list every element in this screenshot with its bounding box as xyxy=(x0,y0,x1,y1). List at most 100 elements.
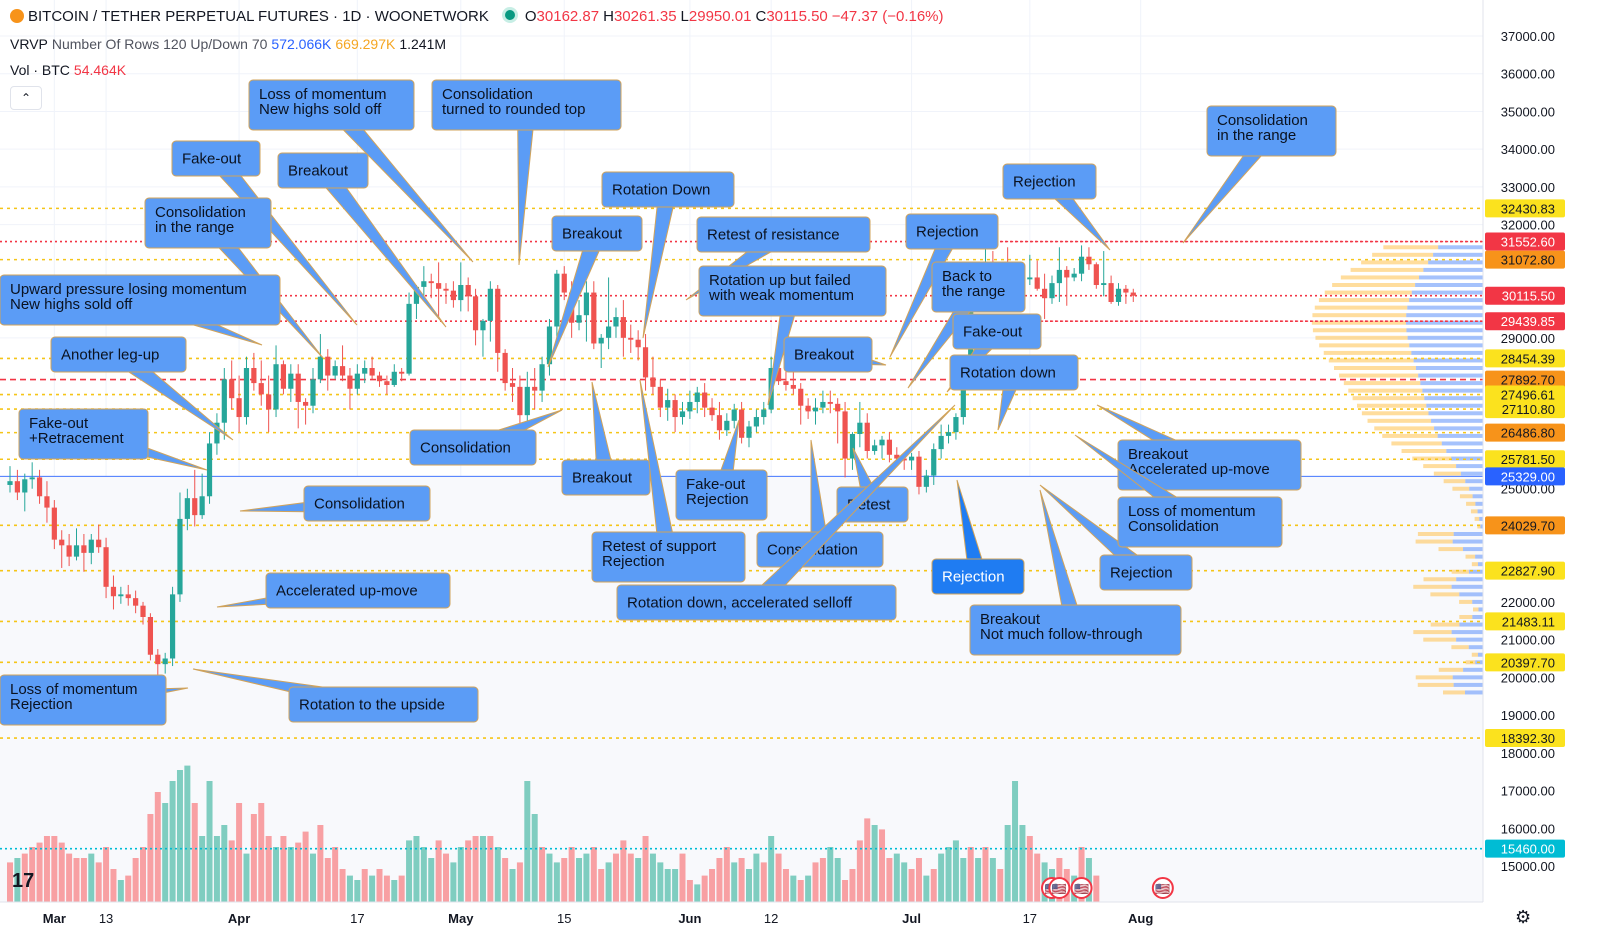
volume-profile-row xyxy=(1407,305,1483,310)
callout[interactable]: Fake-out Rejection xyxy=(675,419,768,521)
callout[interactable]: Rejection xyxy=(1039,484,1193,591)
gear-icon[interactable]: ⚙ xyxy=(1515,907,1532,927)
us-flag-icon[interactable] xyxy=(1048,877,1071,899)
time-axis-background xyxy=(0,902,1600,950)
candle-body xyxy=(206,443,213,497)
callout-text-line: Consolidation xyxy=(420,440,511,457)
volume-profile-row xyxy=(1465,479,1483,484)
volume-profile-row xyxy=(1477,509,1483,514)
callout[interactable]: Consolidation xyxy=(409,409,563,466)
callout[interactable]: Rejection xyxy=(1002,163,1111,251)
volume-bar xyxy=(797,880,804,902)
callout[interactable]: Breakout xyxy=(547,215,643,368)
candle-body xyxy=(805,405,811,412)
callout-text-line: Rotation down xyxy=(960,365,1056,382)
callout[interactable]: Retest of support Rejection xyxy=(591,379,746,583)
us-flag-icon[interactable] xyxy=(1070,877,1093,899)
price-tick-label: 32000.00 xyxy=(1501,218,1555,233)
candle-body xyxy=(354,373,360,389)
candle-body xyxy=(1071,273,1077,278)
candle-body xyxy=(59,539,65,546)
callout[interactable]: Breakout xyxy=(277,152,447,328)
callout[interactable]: Rotation Down xyxy=(601,171,735,339)
volume-profile-row xyxy=(1415,366,1483,370)
callout[interactable]: Consolidation xyxy=(239,485,431,522)
callout-text-line: Back to xyxy=(942,268,992,285)
volume-profile-row xyxy=(1333,366,1416,370)
callout[interactable]: Fake-out +Retracement xyxy=(18,408,208,471)
callout[interactable]: Loss of momentum Rejection xyxy=(0,674,189,726)
candle-body xyxy=(303,401,309,406)
collapse-legend-button[interactable]: ⌃ xyxy=(10,86,42,110)
callout-box xyxy=(0,274,281,326)
callout[interactable]: Consolidation xyxy=(756,439,884,568)
callout[interactable]: Accelerated up-move xyxy=(216,572,451,609)
volume-bar xyxy=(361,869,368,902)
price-level-tag xyxy=(1485,250,1565,269)
volume-legend[interactable]: Vol · BTC 54.464K xyxy=(10,62,130,78)
callout[interactable]: Rotation to the upside xyxy=(192,668,479,723)
volume-bar xyxy=(221,825,228,902)
callout-text-line: Another leg-up xyxy=(61,347,159,364)
volume-bar xyxy=(258,803,265,902)
live-status-icon xyxy=(504,10,515,20)
callout[interactable]: Loss of momentum Consolidation xyxy=(1074,434,1283,548)
us-flag-icon-label: 🇺🇸 xyxy=(1074,882,1089,896)
us-flag-icon[interactable] xyxy=(1151,877,1174,899)
volume-bar xyxy=(1019,825,1026,902)
callout[interactable]: Retest of resistance xyxy=(685,216,871,301)
candle-body xyxy=(1115,288,1122,302)
callout-text: Accelerated up-move xyxy=(276,583,418,600)
time-tick-label: Aug xyxy=(1128,911,1153,926)
volume-profile-row xyxy=(1311,320,1406,325)
callout[interactable]: Rotation down, accelerated selloff xyxy=(616,404,956,621)
volume-profile-row xyxy=(1420,381,1483,386)
volume-bar xyxy=(29,847,36,902)
candle-body xyxy=(399,371,405,374)
price-level-label: 25329.00 xyxy=(1501,469,1555,484)
candle-body xyxy=(384,381,390,385)
callout-text-line: Consolidation xyxy=(314,496,405,513)
callout[interactable]: Breakout Accelerated up-move xyxy=(1096,404,1302,491)
volume-bar xyxy=(746,869,752,902)
volume-bar xyxy=(819,858,826,902)
candle-body xyxy=(849,434,856,459)
price-level-tag xyxy=(1485,467,1565,486)
volume-profile-row xyxy=(1319,343,1410,348)
callout[interactable]: Another leg-up xyxy=(50,336,234,441)
candle-body xyxy=(236,398,242,418)
vrvp-legend[interactable]: VRVP Number Of Rows 120 Up/Down 70 572.066… xyxy=(10,36,450,52)
price-tick-label: 16000.00 xyxy=(1501,821,1555,836)
callout[interactable]: Breakout xyxy=(783,336,887,373)
candle-body xyxy=(716,415,723,431)
volume-profile-row xyxy=(1405,320,1483,325)
price-tick-label: 20000.00 xyxy=(1501,670,1555,685)
callout[interactable]: Breakout Not much follow-through xyxy=(969,489,1182,656)
volume-bar xyxy=(280,836,287,902)
callout-box xyxy=(905,213,999,250)
callout[interactable]: Upward pressure losing momentum New highs… xyxy=(0,274,281,346)
callout[interactable]: Rejection xyxy=(931,479,1025,595)
price-level-tag xyxy=(1485,729,1565,748)
candle-body xyxy=(413,286,420,304)
callout[interactable]: Consolidation turned to rounded top xyxy=(431,79,622,266)
callout[interactable]: Rotation down xyxy=(949,354,1079,431)
callout[interactable]: Fake-out xyxy=(171,140,358,326)
volume-bar xyxy=(605,862,612,902)
callout[interactable]: Breakout xyxy=(561,381,651,496)
callout[interactable]: Consolidation in the range xyxy=(1182,105,1337,244)
callout[interactable]: Loss of momentum New highs sold off xyxy=(248,79,474,263)
volume-profile-row xyxy=(1372,252,1434,257)
volume-profile-row xyxy=(1357,403,1427,408)
candle-body xyxy=(894,454,900,459)
volume-bar xyxy=(117,880,124,902)
annotations: Loss of momentum New highs sold offConsol… xyxy=(0,79,1337,726)
callout[interactable]: Back to the range xyxy=(907,261,1026,389)
callout-text: Consolidation in the range xyxy=(155,204,246,236)
candle-body xyxy=(605,326,612,338)
callout[interactable]: Rejection xyxy=(889,213,999,358)
volume-bar xyxy=(701,875,708,902)
volume-profile-row xyxy=(1382,433,1438,438)
volume-bar xyxy=(428,858,435,902)
